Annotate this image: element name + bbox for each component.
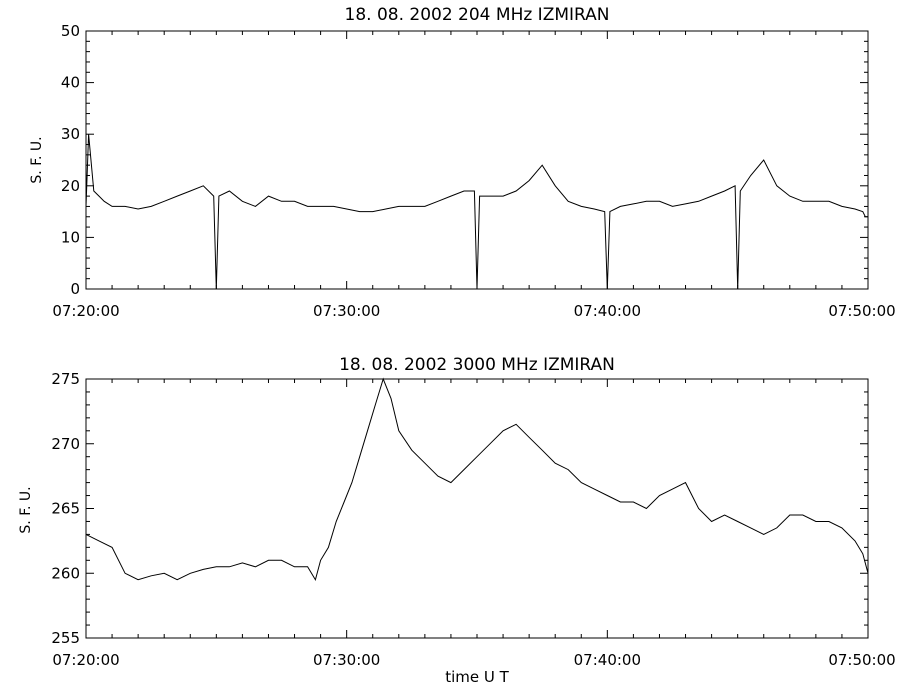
x-tick-label: 07:40:00 — [574, 651, 641, 669]
y-tick-label: 20 — [61, 177, 80, 195]
plot-frame-3000mhz — [85, 378, 869, 639]
y-tick-label: 40 — [61, 74, 80, 92]
chart-title-204mhz: 18. 08. 2002 204 MHz IZMIRAN — [345, 5, 610, 25]
series-group-3000mhz — [85, 377, 869, 581]
chart-panel-204mhz: 18. 08. 2002 204 MHz IZMIRAN S. F. U. 07… — [29, 5, 896, 320]
y-tick-label: 0 — [70, 280, 80, 298]
y-tick-label: 30 — [61, 125, 80, 143]
axis-labels-204mhz: 07:20:00 07:30:00 07:40:00 07:50:00 0 10 20 30 4… — [52, 22, 895, 320]
series-group-204mhz — [85, 134, 868, 290]
series-line-204mhz-0 — [85, 134, 868, 290]
y-tick-label: 265 — [51, 500, 80, 518]
x-axis-label-3000mhz: time U T — [445, 668, 509, 686]
axis-labels-3000mhz: 07:20:00 07:30:00 07:40:00 07:50:00 255 260 26… — [51, 370, 895, 669]
x-tick-label: 07:40:00 — [574, 302, 641, 320]
chart-panel-3000mhz: 18. 08. 2002 3000 MHz IZMIRAN S. F. U. t… — [18, 355, 896, 686]
chart-title-3000mhz: 18. 08. 2002 3000 MHz IZMIRAN — [339, 355, 615, 375]
y-tick-label: 260 — [51, 564, 80, 582]
y-tick-label: 50 — [61, 22, 80, 40]
y-tick-label: 275 — [51, 370, 80, 388]
x-tick-label: 07:30:00 — [313, 651, 380, 669]
y-tick-label: 255 — [51, 629, 80, 647]
x-tick-label: 07:50:00 — [828, 302, 895, 320]
y-tick-label: 10 — [61, 228, 80, 246]
y-axis-label-204mhz: S. F. U. — [29, 136, 45, 183]
x-tick-label: 07:20:00 — [52, 302, 119, 320]
series-line-3000mhz-0 — [85, 377, 869, 581]
x-tick-label: 07:30:00 — [313, 302, 380, 320]
y-axis-label-3000mhz: S. F. U. — [18, 486, 34, 533]
x-tick-label: 07:20:00 — [52, 651, 119, 669]
x-tick-label: 07:50:00 — [828, 651, 895, 669]
plot-frame-204mhz — [85, 30, 869, 290]
y-tick-label: 270 — [51, 435, 80, 453]
